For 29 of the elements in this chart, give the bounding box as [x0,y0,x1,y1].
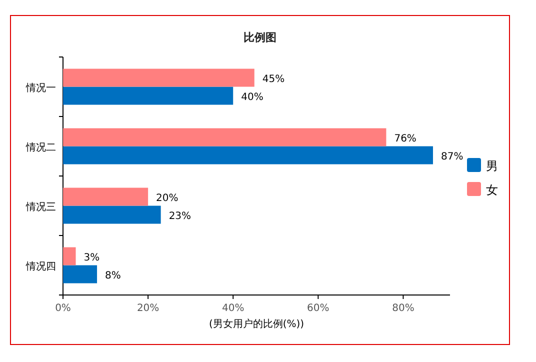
bar [63,68,254,87]
data-label: 76% [394,133,416,144]
data-label: 45% [262,74,285,85]
data-label: 20% [156,192,178,204]
data-label: 3% [84,252,100,264]
bar [63,265,98,284]
data-label: 8% [105,270,121,282]
data-label: 23% [168,210,192,222]
x-axis-title: (男女用户的比例(%)) [208,318,304,330]
data-label: 40% [241,92,264,103]
x-tick-label: 80% [392,303,414,314]
bar [63,146,433,164]
legend-label: 男 [486,159,498,173]
x-tick-label: 20% [136,303,160,314]
chart-title: 比例图 [244,31,276,44]
legend-label: 女 [486,183,498,197]
bar [63,247,76,266]
data-label: 87% [440,151,464,162]
y-tick-label: 情况二 [25,141,56,154]
y-tick-label: 情况三 [25,200,56,213]
bar [63,188,148,206]
bar [63,128,386,146]
y-tick-label: 情况四 [25,260,56,272]
x-tick-label: 60% [307,303,330,314]
y-tick-label: 情况一 [25,82,56,94]
bar [63,206,161,224]
x-tick-label: 40% [222,303,244,314]
x-tick-label: 0% [55,303,71,314]
bar [63,86,234,105]
